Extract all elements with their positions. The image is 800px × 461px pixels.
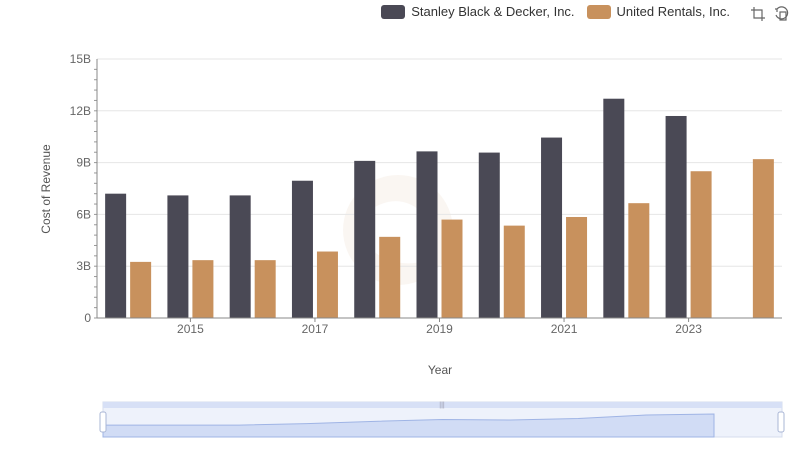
zoom-grip[interactable]: |||	[439, 402, 445, 409]
bar-stanley-2016[interactable]	[229, 195, 251, 318]
bar-united-rentals-2017[interactable]	[316, 251, 338, 318]
y-tick-label: 12B	[70, 104, 91, 118]
legend-item-series-1[interactable]: United Rentals, Inc.	[586, 4, 730, 19]
bar-united-rentals-2023[interactable]	[690, 171, 712, 318]
bar-stanley-2018[interactable]	[354, 160, 376, 318]
y-tick-label: 3B	[76, 259, 91, 273]
legend-item-series-0[interactable]: Stanley Black & Decker, Inc.	[381, 4, 575, 19]
data-zoom-icon[interactable]	[750, 6, 766, 22]
chart-legend: Stanley Black & Decker, Inc. United Rent…	[381, 4, 730, 19]
bar-united-rentals-2019[interactable]	[441, 219, 463, 318]
bar-stanley-2021[interactable]	[541, 137, 563, 318]
x-tick-label: 2017	[302, 322, 329, 336]
data-zoom-slider[interactable]: |||	[99, 401, 785, 438]
y-tick-label: 6B	[76, 207, 91, 221]
y-axis-label: Cost of Revenue	[39, 144, 53, 234]
bar-stanley-2022[interactable]	[603, 98, 625, 318]
bar-stanley-2020[interactable]	[478, 152, 500, 318]
y-tick-label: 9B	[76, 156, 91, 170]
legend-swatch-series-0	[381, 4, 406, 19]
y-tick-label: 15B	[70, 52, 91, 66]
x-tick-label: 2019	[426, 322, 453, 336]
bar-stanley-2014[interactable]	[105, 193, 127, 318]
bar-stanley-2017[interactable]	[291, 180, 313, 318]
zoom-handle-left[interactable]	[99, 411, 107, 433]
bar-united-rentals-2015[interactable]	[192, 260, 214, 318]
zoom-handle-right[interactable]	[777, 411, 785, 433]
bar-united-rentals-2018[interactable]	[379, 236, 401, 318]
bar-united-rentals-2020[interactable]	[503, 225, 525, 318]
x-tick-label: 2015	[177, 322, 204, 336]
x-tick-label: 2023	[675, 322, 702, 336]
zoom-preview-area	[102, 413, 715, 438]
bar-united-rentals-2014[interactable]	[130, 261, 152, 318]
bar-stanley-2023[interactable]	[665, 115, 687, 318]
x-axis-label: Year	[428, 363, 452, 377]
legend-swatch-series-1	[586, 4, 611, 19]
bar-united-rentals-2022[interactable]	[628, 203, 650, 318]
restore-icon[interactable]	[774, 6, 790, 22]
bar-united-rentals-2024[interactable]	[752, 159, 774, 318]
y-tick-label: 0	[84, 311, 91, 325]
x-tick-label: 2021	[551, 322, 578, 336]
bar-united-rentals-2021[interactable]	[566, 216, 588, 318]
bar-stanley-2015[interactable]	[167, 195, 189, 318]
bar-stanley-2019[interactable]	[416, 151, 438, 318]
chart-toolbox	[750, 6, 790, 22]
legend-label-series-1: United Rentals, Inc.	[616, 4, 730, 19]
bar-united-rentals-2016[interactable]	[254, 260, 276, 318]
legend-label-series-0: Stanley Black & Decker, Inc.	[411, 4, 575, 19]
